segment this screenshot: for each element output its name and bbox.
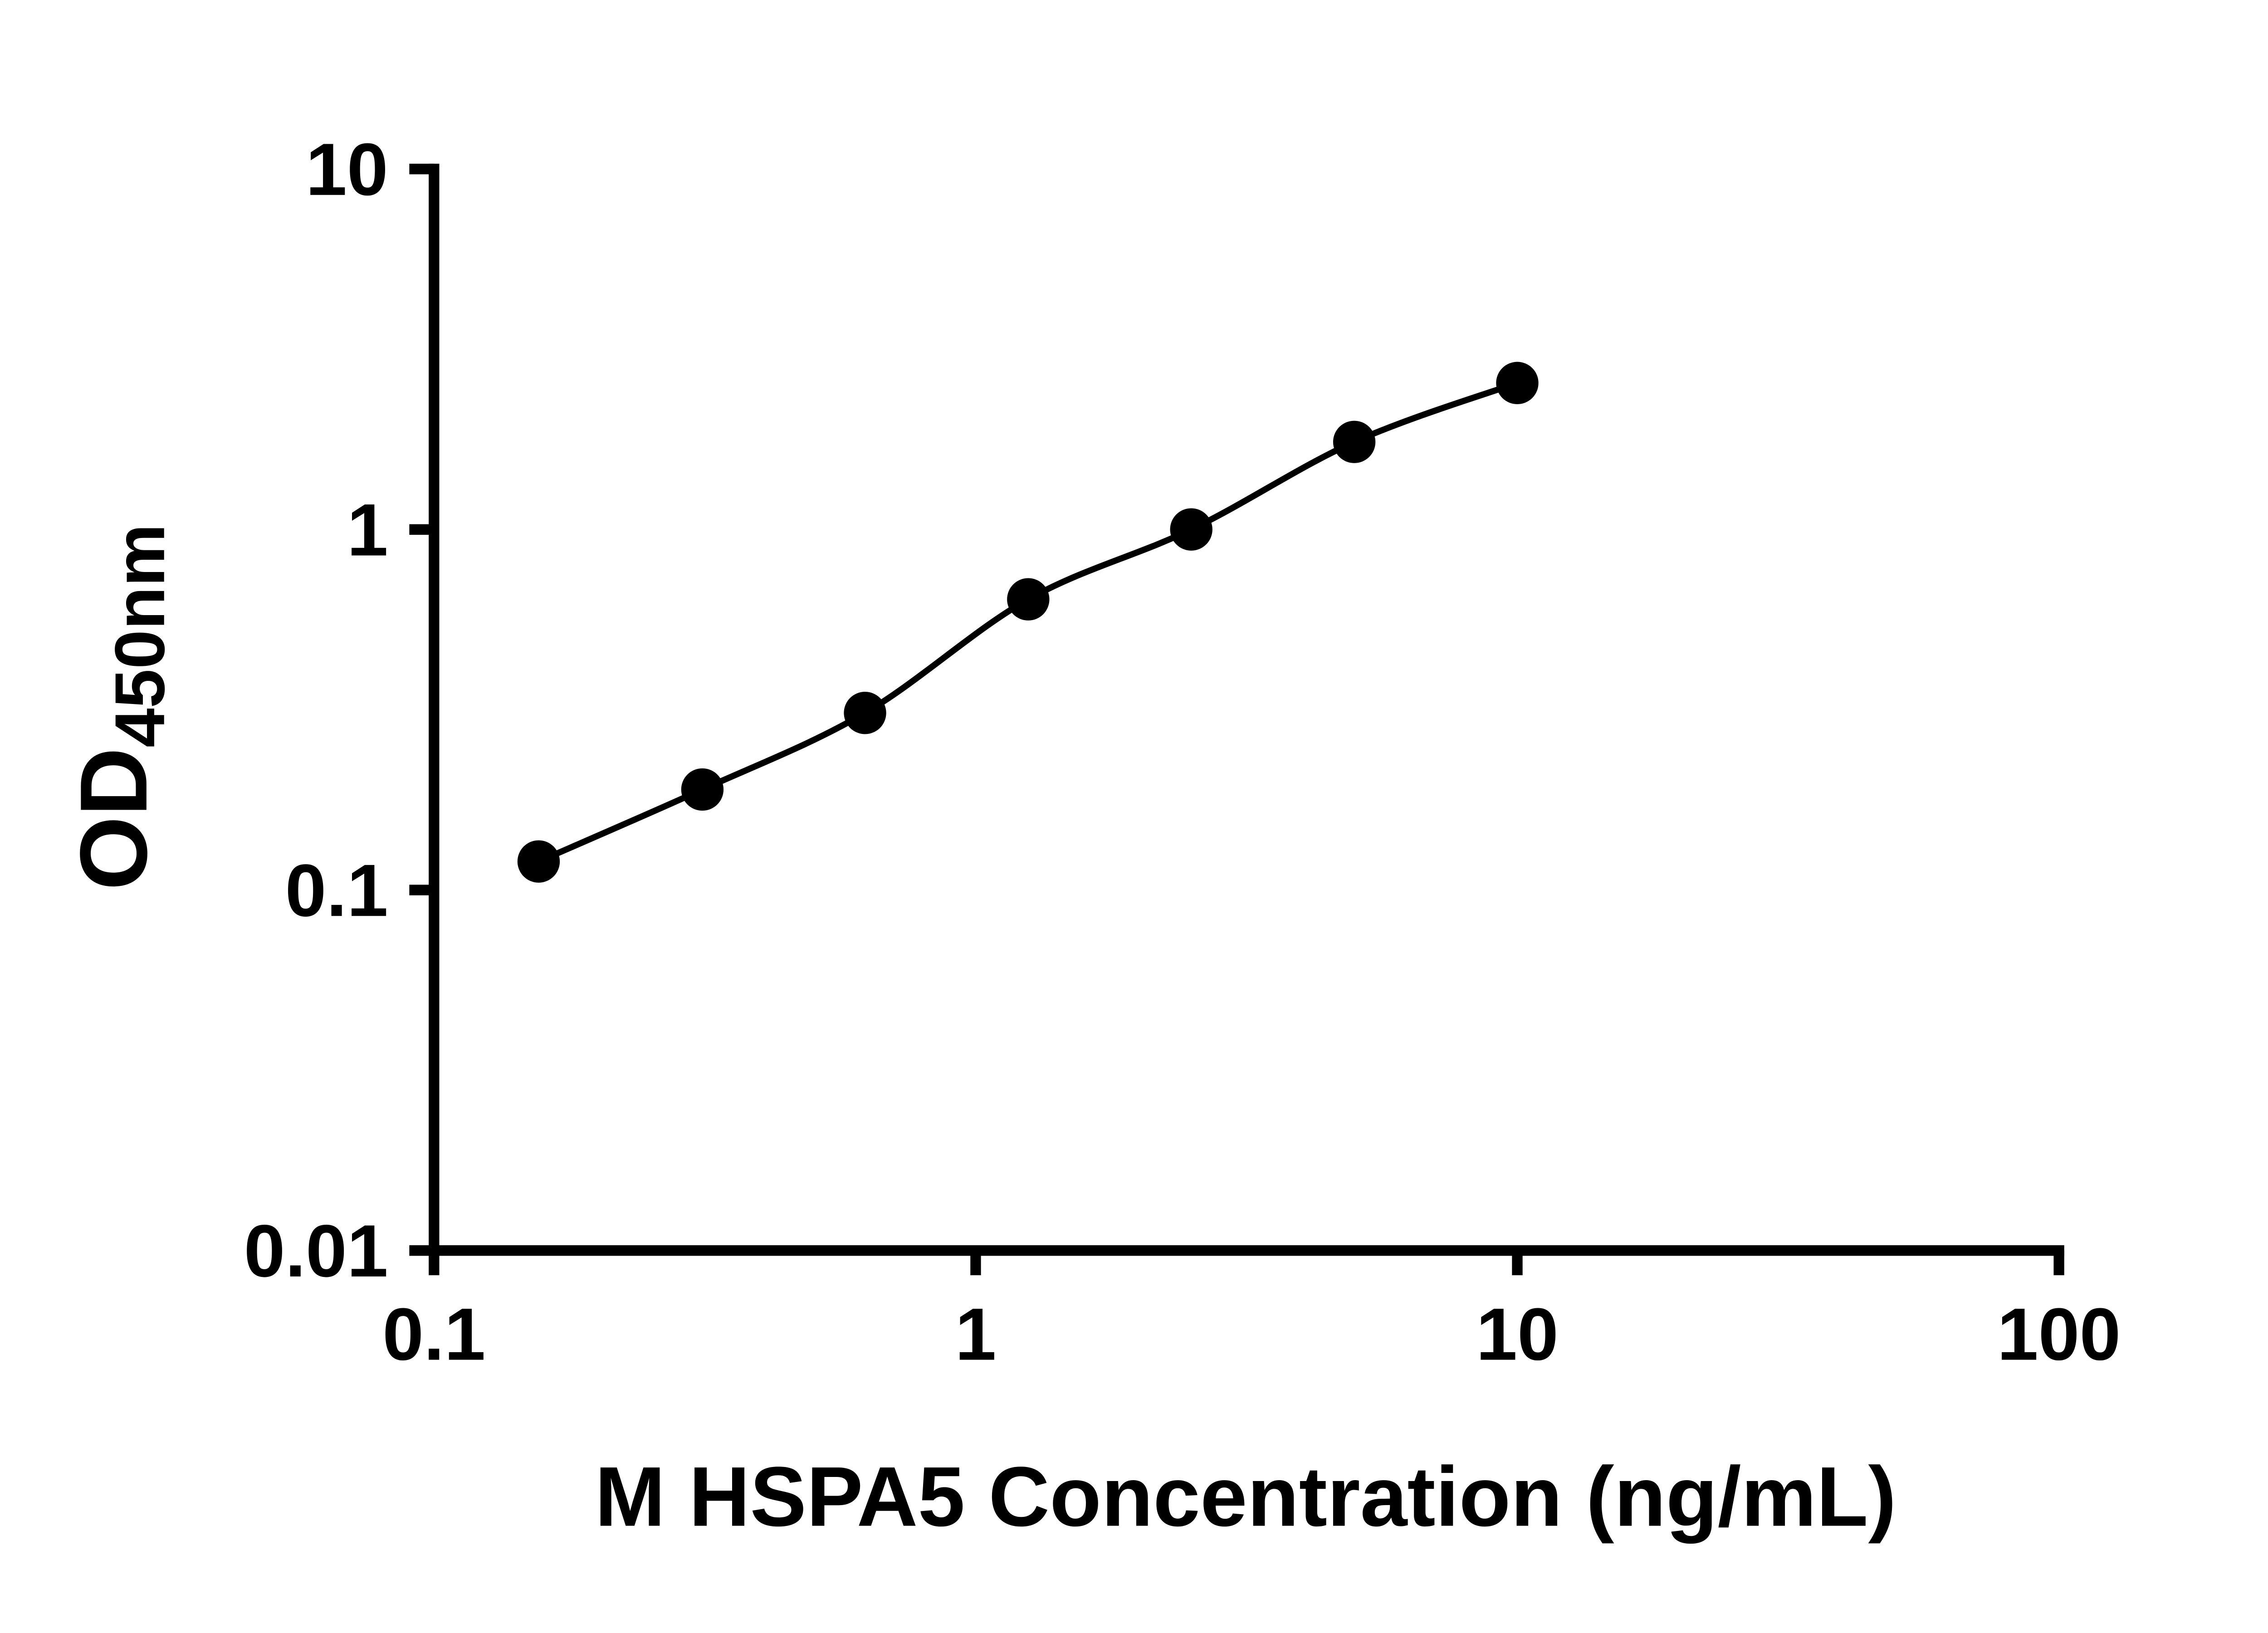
data-point xyxy=(1333,420,1376,463)
data-point xyxy=(1007,578,1050,621)
y-tick-label: 1 xyxy=(347,488,388,571)
y-tick-label: 10 xyxy=(306,128,388,211)
x-tick-label: 100 xyxy=(1997,1293,2121,1376)
y-axis-title-main: OD xyxy=(60,748,167,890)
axis-lines xyxy=(429,163,2064,1256)
data-point xyxy=(517,840,560,883)
y-axis-title-subscript: 450nm xyxy=(100,524,179,748)
x-tick-label: 10 xyxy=(1476,1293,1559,1376)
y-axis-title: OD450nm xyxy=(60,524,179,890)
x-tick-label: 1 xyxy=(955,1293,996,1376)
data-point xyxy=(1170,508,1212,551)
y-tick-label: 0.01 xyxy=(244,1209,388,1292)
x-axis-title: M HSPA5 Concentration (ng/mL) xyxy=(595,1449,1896,1544)
data-point xyxy=(1496,362,1539,405)
y-tick-label: 0.1 xyxy=(285,849,388,932)
data-point xyxy=(681,768,724,811)
x-tick-label: 0.1 xyxy=(382,1293,485,1376)
data-point xyxy=(844,692,886,734)
